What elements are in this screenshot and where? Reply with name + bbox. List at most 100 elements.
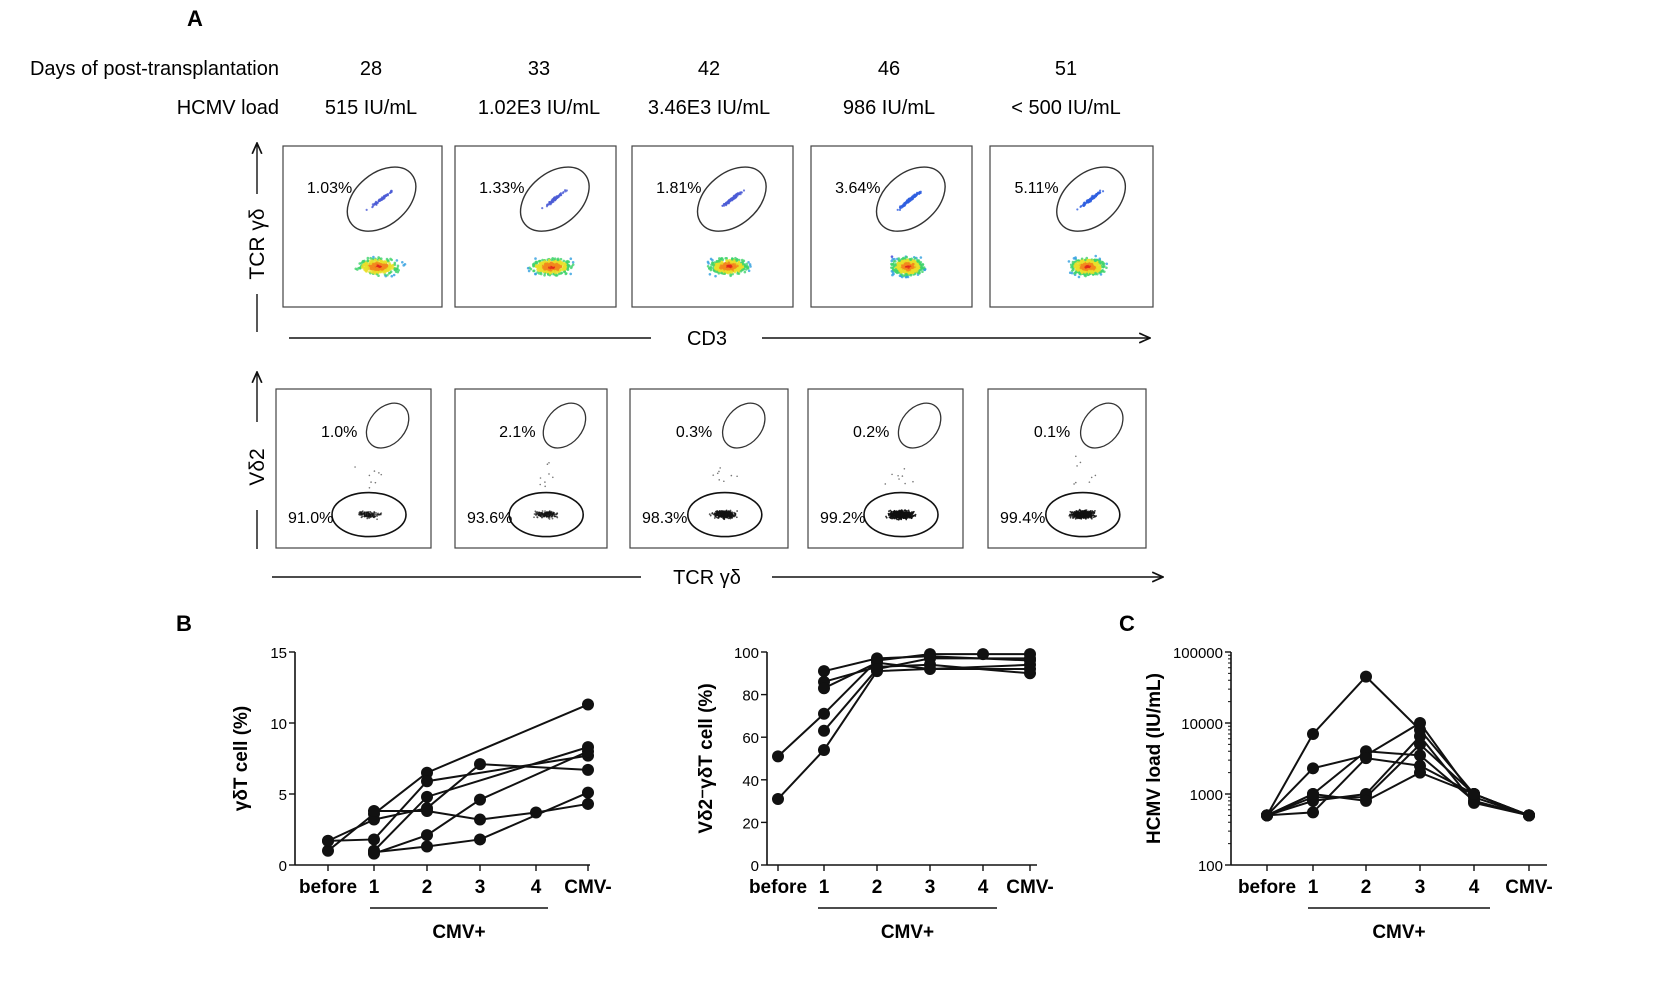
header-columns: 28 515 IU/mL 33 1.02E3 IU/mL 42 3.46E3 IU/mL 4… [325,58,1121,119]
y-tick-label: 10 [270,716,287,733]
y-tick-label: 10000 [1181,716,1223,733]
data-point [421,775,433,788]
data-point [924,663,936,676]
data-point [818,724,830,737]
data-point [1307,727,1319,740]
gate-ellipse [519,166,590,232]
data-point [582,786,594,799]
x-tick-label: before [749,877,807,898]
chart-vd2neg-gd-t-cell: 0 20 40 60 80 100 before 1 2 3 4 CMV- CMV+ Vδ2⁻γδT ce… [696,645,1054,943]
flow-plot-tcr: 1.03% [282,145,443,308]
data-point [772,792,784,805]
gate-percent: 5.11% [1014,180,1058,197]
flow-plot-vd2: 0.2% 99.2% [807,388,964,549]
series-line [777,663,1031,800]
data-point [530,806,542,819]
data-point [582,763,594,776]
x-tick-label: before [1238,877,1296,898]
plot-frame [282,145,443,308]
gate-percent: 1.81% [656,180,701,197]
y-tick-label: 40 [742,773,759,790]
data-point [1468,788,1480,800]
data-point [421,840,433,853]
group-label: CMV+ [432,922,485,943]
row2-x-label: TCR γδ [673,567,741,589]
data-point [474,758,486,771]
data-point [772,750,784,763]
plot-frame [989,145,1154,308]
group-label: CMV+ [881,922,934,943]
series-line [1266,721,1530,817]
gate-percent: 3.64% [835,180,880,197]
upper-percent: 0.1% [1034,424,1070,441]
y-tick-label: 15 [270,645,287,662]
x-tick-label: CMV- [564,877,612,898]
x-tick-label: CMV- [1505,877,1553,898]
chart-gd-t-cell: 0 5 10 15 before 1 2 3 4 CMV- CMV+ γδT cell (%) [231,645,612,943]
flow-plot-vd2: 1.0% 91.0% [275,388,432,549]
lower-gate [686,491,763,538]
data-point [474,833,486,846]
y-axis-label: Vδ2⁻γδT cell (%) [696,683,717,833]
x-tick-label: 4 [531,877,542,898]
plot-frame [454,145,617,308]
gate-percent: 1.33% [479,180,524,197]
data-point [421,829,433,842]
data-point [818,707,830,720]
y-tick-label: 100000 [1173,645,1223,662]
data-point [977,648,989,661]
load-value: 515 IU/mL [325,97,417,119]
series-line [373,750,589,855]
lower-gate [1045,491,1121,538]
lower-gate [508,491,585,538]
y-axis-label: γδT cell (%) [231,706,252,812]
x-tick-label: 1 [819,877,830,898]
flow-row-tcr: 1.03% 1.33% 1.81% 3.64% 5.11% [282,145,1154,308]
series-line [327,703,589,852]
data-point [582,698,594,711]
series-line [823,661,1030,690]
data-point [474,793,486,806]
plot-frame [275,388,432,549]
series-line [823,657,1030,732]
load-value: 986 IU/mL [843,97,935,119]
data-point [1414,749,1426,762]
gate-percent: 1.03% [307,180,352,197]
flow-plot-tcr: 1.33% [454,145,617,308]
series-line [1266,771,1530,817]
plot-frame [987,388,1147,549]
data-point [474,813,486,826]
upper-percent: 0.3% [676,424,712,441]
day-value: 46 [878,58,900,80]
upper-percent: 0.2% [853,424,889,441]
days-label: Days of post-transplantation [30,58,279,80]
lower-percent: 93.6% [467,510,512,527]
panel-label-b: B [176,611,192,636]
y-axis-label: HCMV load (IU/mL) [1144,673,1165,844]
series-line [1266,734,1530,817]
data-point [818,682,830,695]
upper-gate [542,402,587,449]
y-tick-label: 5 [279,787,287,804]
data-point [368,813,380,826]
data-point [924,652,936,665]
data-point [421,805,433,818]
flow-plot-vd2: 0.1% 99.4% [987,388,1147,549]
flow-row-vd2: 1.0% 91.0% 2.1% 93.6% 0.3% 98.3% 0.2% 99.2% 0.1%… [275,388,1147,549]
row2-y-label: Vδ2 [246,448,269,485]
flow-plot-tcr: 1.81% [631,145,794,308]
data-point [1307,788,1319,800]
flow-plot-vd2: 2.1% 93.6% [454,388,608,549]
data-point [421,790,433,803]
plot-frame [807,388,964,549]
y-tick-label: 100 [1198,858,1223,875]
x-tick-label: 2 [1361,877,1372,898]
chart-hcmv-load: 100 1000 10000 100000 before 1 2 3 4 CMV- CMV+ HCMV… [1144,645,1553,943]
row1-x-label: CD3 [687,328,727,350]
x-tick-label: 3 [925,877,936,898]
load-value: 3.46E3 IU/mL [648,97,770,119]
data-point [1414,766,1426,779]
data-point [368,846,380,859]
y-tick-label: 60 [742,730,759,747]
